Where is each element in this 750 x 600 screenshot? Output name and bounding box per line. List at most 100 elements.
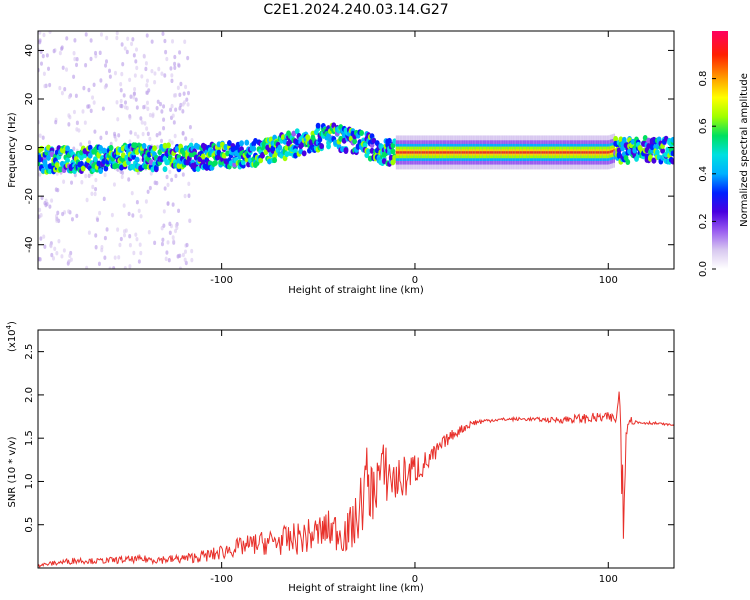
spectrogram-cell bbox=[441, 151, 443, 154]
spectrogram-cell bbox=[670, 150, 674, 157]
spectrogram-noise bbox=[123, 233, 127, 238]
spectrogram-cell bbox=[458, 151, 461, 154]
snr-yscale-exp: 4 bbox=[5, 324, 13, 329]
spectrogram-noise bbox=[93, 129, 97, 134]
spectrogram-noise bbox=[129, 94, 133, 99]
spectrogram-cell bbox=[592, 151, 595, 154]
spectrogram-cell bbox=[326, 143, 331, 150]
spectrogram-noise bbox=[166, 201, 170, 206]
spectrogram-noise bbox=[38, 38, 42, 43]
spectrogram-noise bbox=[72, 74, 76, 79]
spectrogram-noise bbox=[147, 230, 151, 235]
spectrogram-noise bbox=[38, 31, 42, 35]
spectrogram-noise bbox=[67, 209, 71, 214]
spectrogram-cell bbox=[599, 151, 602, 154]
spectrogram-noise bbox=[123, 266, 127, 269]
spectrogram-noise bbox=[68, 115, 72, 120]
spectrogram-noise bbox=[56, 210, 60, 216]
spectrogram-noise bbox=[94, 186, 98, 192]
spectrogram-cell bbox=[413, 151, 415, 154]
colorbar-label: Normalized spectral amplitude bbox=[739, 73, 750, 227]
spectrogram-cell bbox=[575, 151, 577, 154]
colorbar-gradient bbox=[712, 31, 728, 269]
spectrogram-noise bbox=[89, 38, 93, 43]
spectrogram-cell bbox=[197, 156, 203, 163]
spectrogram-noise bbox=[157, 66, 161, 72]
spectrogram-cell bbox=[59, 160, 65, 167]
spectrogram-cell bbox=[564, 151, 567, 154]
spectrogram-cell bbox=[395, 151, 398, 154]
spectrogram-noise bbox=[77, 128, 81, 133]
spectrogram-cell bbox=[93, 156, 98, 163]
spectrogram-noise bbox=[160, 138, 164, 144]
spectrogram-cell bbox=[554, 151, 556, 154]
spectrogram-noise bbox=[133, 86, 137, 92]
spectrogram-noise bbox=[119, 236, 123, 242]
spectrogram-noise bbox=[166, 182, 170, 188]
spectrogram-noise bbox=[116, 227, 120, 232]
spectrogram-cell bbox=[566, 151, 569, 154]
spectrogram-cell bbox=[294, 128, 300, 135]
spectrogram-cell bbox=[651, 157, 657, 164]
spectrogram-xtick-label: -100 bbox=[210, 275, 233, 286]
spectrogram-cell bbox=[131, 153, 137, 160]
spectrogram-cell bbox=[226, 140, 232, 147]
spectrogram-noise bbox=[172, 120, 176, 125]
snr-yscale-label: (x104) bbox=[5, 321, 18, 352]
spectrogram-noise bbox=[55, 251, 59, 256]
spectrogram-cell bbox=[559, 151, 562, 154]
spectrogram-cell bbox=[498, 151, 501, 154]
spectrogram-noise bbox=[160, 71, 164, 76]
spectrogram-noise bbox=[163, 186, 167, 191]
spectrogram-noise bbox=[70, 180, 74, 185]
spectrogram-noise bbox=[148, 136, 152, 142]
spectrogram-panel: -100 0 100 40 20 0 -20 -40 Height of straight l… bbox=[7, 30, 675, 296]
spectrogram-noise bbox=[85, 265, 89, 269]
figure-title: C2E1.2024.240.03.14.G27 bbox=[263, 2, 448, 18]
spectrogram-cell bbox=[501, 151, 504, 154]
spectrogram-cell bbox=[646, 137, 652, 144]
spectrogram-cell bbox=[387, 137, 392, 144]
spectrogram-cell bbox=[460, 151, 462, 154]
spectrogram-noise bbox=[63, 87, 67, 92]
spectrogram-noise bbox=[58, 85, 62, 91]
spectrogram-noise bbox=[65, 36, 69, 41]
spectrogram-noise bbox=[135, 199, 139, 205]
spectrogram-cell bbox=[213, 159, 218, 166]
spectrogram-noise bbox=[162, 104, 166, 109]
spectrogram-noise bbox=[38, 257, 42, 262]
spectrogram-cell bbox=[133, 142, 138, 149]
spectrogram-noise bbox=[185, 242, 189, 248]
spectrogram-cell bbox=[467, 151, 469, 154]
spectrogram-noise bbox=[118, 242, 122, 248]
spectrogram-cell bbox=[580, 151, 582, 154]
spectrogram-noise bbox=[84, 63, 88, 68]
spectrogram-cell bbox=[162, 166, 168, 173]
spectrogram-cell bbox=[162, 142, 168, 149]
spectrogram-noise bbox=[108, 74, 112, 79]
spectrogram-noise bbox=[174, 173, 178, 179]
spectrogram-noise bbox=[121, 61, 125, 67]
spectrogram-noise bbox=[138, 242, 142, 247]
spectrogram-noise bbox=[103, 255, 107, 260]
spectrogram-cell bbox=[463, 151, 466, 154]
spectrogram-cell bbox=[352, 138, 358, 145]
spectrogram-noise bbox=[51, 256, 55, 261]
spectrogram-cell bbox=[531, 151, 534, 154]
spectrogram-cell bbox=[390, 148, 396, 155]
spectrogram-noise bbox=[132, 250, 136, 256]
spectrogram-noise bbox=[123, 46, 127, 51]
spectrogram-cell bbox=[578, 151, 581, 154]
spectrogram-noise bbox=[90, 191, 94, 197]
spectrogram-noise bbox=[116, 117, 120, 122]
spectrogram-noise bbox=[153, 80, 157, 85]
spectrogram-cell bbox=[505, 151, 508, 154]
spectrogram-noise bbox=[50, 252, 54, 258]
spectrogram-cell bbox=[479, 151, 482, 154]
spectrogram-noise bbox=[183, 193, 187, 199]
spectrogram-cell bbox=[406, 151, 408, 154]
spectrogram-cell bbox=[486, 151, 488, 154]
spectrogram-noise bbox=[131, 37, 135, 42]
spectrogram-noise bbox=[128, 139, 132, 144]
spectrogram-cell bbox=[65, 157, 70, 164]
